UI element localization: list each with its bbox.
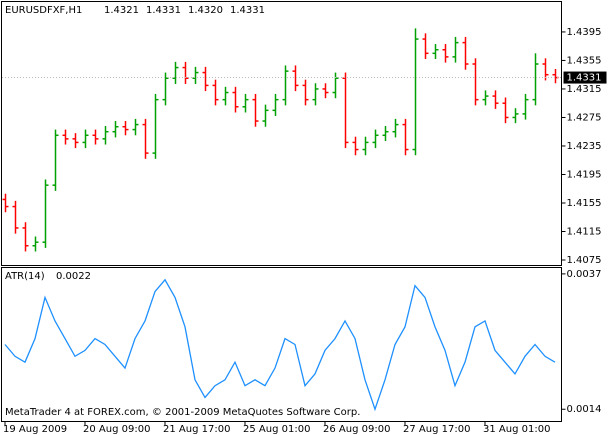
x-tick-label: 26 Aug 09:00 <box>323 424 390 435</box>
y-tick-label: 1.4355 <box>567 55 602 66</box>
y-tick-label: 1.4235 <box>567 141 602 152</box>
x-tick-label: 20 Aug 09:00 <box>83 424 150 435</box>
header-high: 1.4331 <box>146 5 181 16</box>
y-tick-label: 1.4115 <box>567 227 602 238</box>
y-tick-label: 1.4275 <box>567 112 602 123</box>
atr-line <box>4 278 556 412</box>
last-price-label: 1.4331 <box>567 73 602 84</box>
y-tick-label: 1.4195 <box>567 169 602 180</box>
y-tick-label: 1.4395 <box>567 27 602 38</box>
atr-title: ATR(14) <box>5 271 45 282</box>
y-tick-label: 0.0037 <box>567 269 602 280</box>
price-panel <box>1 1 562 266</box>
footer: MetaTrader 4 at FOREX.com, © 2001-2009 M… <box>5 407 360 418</box>
y-tick-label: 0.0014 <box>567 404 602 415</box>
y-tick-label: 1.4075 <box>567 255 602 266</box>
symbol: EURUSDFXF,H1 <box>5 5 82 16</box>
x-tick-label: 25 Aug 01:00 <box>243 424 310 435</box>
x-tick-label: 19 Aug 2009 <box>3 424 67 435</box>
y-tick-label: 1.4155 <box>567 198 602 209</box>
last-price-box <box>563 71 607 84</box>
header-low: 1.4320 <box>188 5 223 16</box>
x-tick-label: 31 Aug 01:00 <box>483 424 550 435</box>
x-tick-label: 27 Aug 17:00 <box>403 424 470 435</box>
atr-panel <box>1 267 562 422</box>
x-tick-label: 21 Aug 17:00 <box>163 424 230 435</box>
header-open: 1.4321 <box>104 5 139 16</box>
header-close: 1.4331 <box>230 5 265 16</box>
atr-value: 0.0022 <box>56 271 91 282</box>
y-tick-label: 1.4315 <box>567 84 602 95</box>
